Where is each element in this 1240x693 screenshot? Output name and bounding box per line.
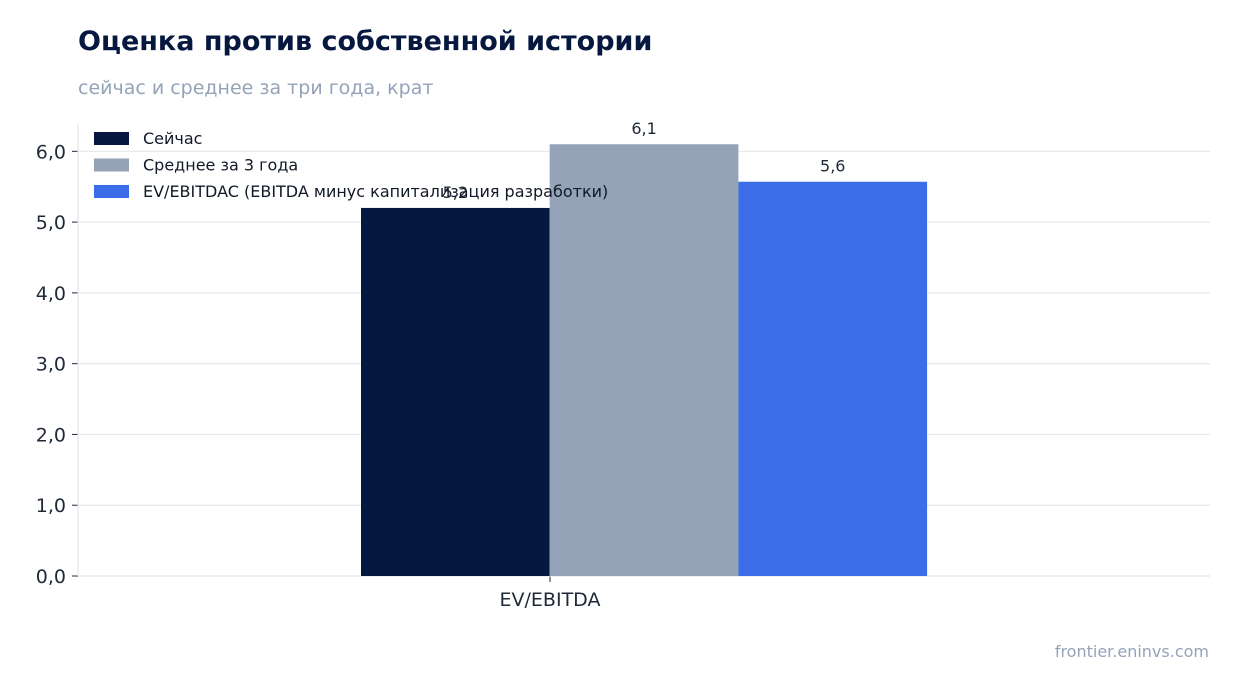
data-label: 5,2 xyxy=(443,183,468,202)
bar-3 xyxy=(738,181,928,576)
legend-label: Среднее за 3 года xyxy=(143,156,298,175)
legend-swatch xyxy=(94,185,129,198)
legend-label: Сейчас xyxy=(143,129,202,148)
source-credit: frontier.eninvs.com xyxy=(1054,642,1209,661)
y-tick-label: 3,0 xyxy=(36,354,66,376)
axes: 0,0 1,0 2,0 3,0 4,0 5,0 6,0 EV/EBITDA xyxy=(36,123,1210,611)
y-tick-label: 6,0 xyxy=(36,141,66,163)
chart-title: Оценка против собственной истории xyxy=(78,26,653,57)
legend-swatch xyxy=(94,158,129,172)
chart-subtitle: сейчас и среднее за три года, крат xyxy=(78,77,434,99)
y-tick-label: 2,0 xyxy=(36,424,66,446)
bars: 5,2 6,1 5,6 xyxy=(361,119,928,576)
x-tick-label: EV/EBITDA xyxy=(500,589,601,611)
legend-swatch xyxy=(94,132,129,145)
y-tick-label: 5,0 xyxy=(36,212,66,234)
bar-2 xyxy=(549,144,739,576)
y-tick-label: 1,0 xyxy=(36,495,66,517)
legend-label: EV/EBITDAC (EBITDA минус капитализация р… xyxy=(143,182,608,201)
bar-1 xyxy=(361,207,550,576)
y-tick-label: 4,0 xyxy=(36,283,66,305)
legend: Сейчас Среднее за 3 года EV/EBITDAC (EBITD… xyxy=(94,129,608,201)
y-tick-label: 0,0 xyxy=(36,566,66,588)
data-label: 6,1 xyxy=(631,119,656,138)
data-label: 5,6 xyxy=(820,157,845,176)
